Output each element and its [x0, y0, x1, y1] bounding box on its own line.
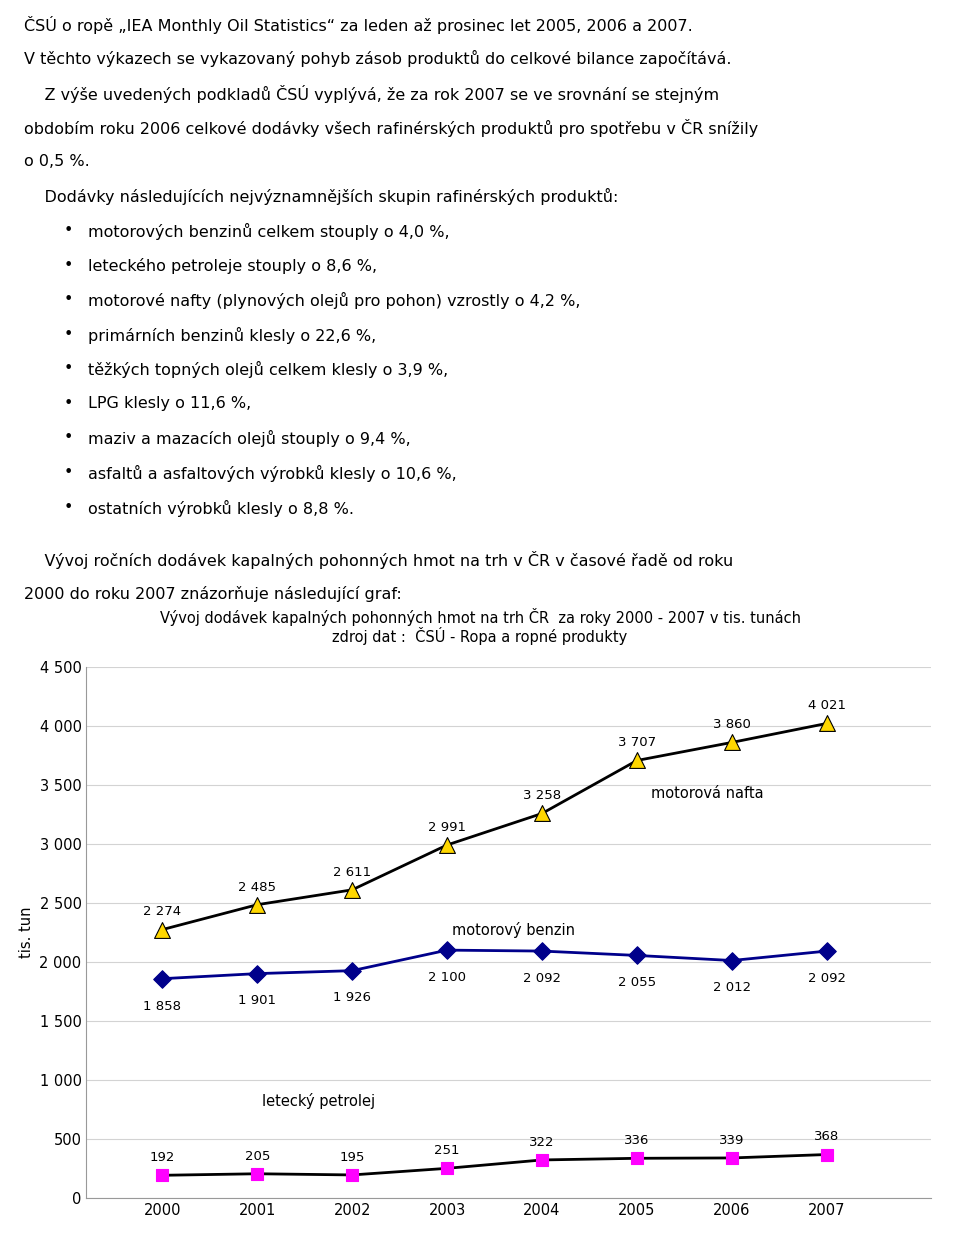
- Text: 2 092: 2 092: [523, 972, 561, 984]
- Point: [440, 835, 455, 855]
- Text: 2000 do roku 2007 znázorňuje následující graf:: 2000 do roku 2007 znázorňuje následující…: [24, 585, 401, 601]
- Point: [535, 941, 550, 961]
- Y-axis label: tis. tun: tis. tun: [19, 906, 34, 958]
- Text: letecký petrolej: letecký petrolej: [262, 1093, 375, 1109]
- Text: 2 092: 2 092: [807, 972, 846, 984]
- Text: asfaltů a asfaltových výrobků klesly o 10,6 %,: asfaltů a asfaltových výrobků klesly o 1…: [88, 464, 457, 482]
- Point: [345, 961, 360, 981]
- Text: zdroj dat :  ČSÚ - Ropa a ropné produkty: zdroj dat : ČSÚ - Ropa a ropné produkty: [332, 626, 628, 645]
- Point: [629, 1149, 644, 1168]
- Point: [250, 963, 265, 983]
- Text: ostatních výrobků klesly o 8,8 %.: ostatních výrobků klesly o 8,8 %.: [88, 499, 354, 516]
- Text: 3 707: 3 707: [618, 736, 656, 750]
- Point: [155, 1166, 170, 1186]
- Text: leteckého petroleje stouply o 8,6 %,: leteckého petroleje stouply o 8,6 %,: [88, 258, 377, 273]
- Text: 2 012: 2 012: [713, 982, 751, 994]
- Text: 2 991: 2 991: [428, 821, 467, 834]
- Text: 4 021: 4 021: [807, 699, 846, 713]
- Point: [250, 1163, 265, 1183]
- Text: •: •: [63, 361, 73, 377]
- Text: 322: 322: [529, 1136, 555, 1149]
- Text: 339: 339: [719, 1134, 745, 1147]
- Text: maziv a mazacích olejů stouply o 9,4 %,: maziv a mazacích olejů stouply o 9,4 %,: [88, 430, 411, 447]
- Text: o 0,5 %.: o 0,5 %.: [24, 154, 89, 169]
- Point: [819, 1145, 834, 1165]
- Point: [724, 1149, 739, 1168]
- Text: Dodávky následujících nejvýznamnějších skupin rafinérských produktů:: Dodávky následujících nejvýznamnějších s…: [24, 189, 618, 205]
- Text: motorové nafty (plynových olejů pro pohon) vzrostly o 4,2 %,: motorové nafty (plynových olejů pro poho…: [88, 293, 581, 309]
- Text: motorová nafta: motorová nafta: [651, 785, 764, 800]
- Text: 251: 251: [434, 1144, 460, 1157]
- Text: •: •: [63, 430, 73, 446]
- Text: 1 858: 1 858: [143, 999, 181, 1013]
- Text: •: •: [63, 224, 73, 238]
- Point: [155, 920, 170, 940]
- Text: V těchto výkazech se vykazovaný pohyb zásob produktů do celkové bilance započítá: V těchto výkazech se vykazovaný pohyb zá…: [24, 51, 732, 67]
- Point: [345, 881, 360, 900]
- Text: •: •: [63, 499, 73, 515]
- Text: •: •: [63, 326, 73, 342]
- Text: 2 100: 2 100: [428, 971, 467, 984]
- Text: obdobím roku 2006 celkové dodávky všech rafinérských produktů pro spotřebu v ČR : obdobím roku 2006 celkové dodávky všech …: [24, 120, 758, 137]
- Text: 2 274: 2 274: [143, 905, 181, 919]
- Text: •: •: [63, 293, 73, 308]
- Text: 195: 195: [340, 1151, 365, 1163]
- Point: [345, 1165, 360, 1184]
- Text: motorových benzinů celkem stouply o 4,0 %,: motorových benzinů celkem stouply o 4,0 …: [88, 224, 450, 240]
- Text: 2 611: 2 611: [333, 866, 372, 879]
- Text: motorový benzin: motorový benzin: [452, 923, 575, 939]
- Point: [535, 804, 550, 824]
- Point: [724, 732, 739, 752]
- Point: [819, 941, 834, 961]
- Text: •: •: [63, 395, 73, 411]
- Text: 2 485: 2 485: [238, 881, 276, 894]
- Point: [724, 951, 739, 971]
- Text: Vývoj dodávek kapalných pohonných hmot na trh ČR  za roky 2000 - 2007 v tis. tun: Vývoj dodávek kapalných pohonných hmot n…: [159, 608, 801, 626]
- Point: [629, 751, 644, 771]
- Text: 368: 368: [814, 1130, 839, 1144]
- Point: [440, 1158, 455, 1178]
- Text: Z výše uvedených podkladů ČSÚ vyplývá, že za rok 2007 se ve srovnání se stejným: Z výše uvedených podkladů ČSÚ vyplývá, ž…: [24, 85, 719, 103]
- Text: těžkých topných olejů celkem klesly o 3,9 %,: těžkých topných olejů celkem klesly o 3,…: [88, 361, 448, 378]
- Text: 1 901: 1 901: [238, 994, 276, 1008]
- Point: [819, 714, 834, 734]
- Text: •: •: [63, 464, 73, 480]
- Text: 336: 336: [624, 1134, 650, 1147]
- Text: 3 258: 3 258: [523, 789, 561, 803]
- Point: [155, 968, 170, 988]
- Text: 1 926: 1 926: [333, 992, 372, 1004]
- Text: 205: 205: [245, 1150, 270, 1162]
- Text: ČSÚ o ropě „IEA Monthly Oil Statistics“ za leden až prosinec let 2005, 2006 a 20: ČSÚ o ropě „IEA Monthly Oil Statistics“ …: [24, 16, 692, 33]
- Point: [629, 946, 644, 966]
- Text: primárních benzinů klesly o 22,6 %,: primárních benzinů klesly o 22,6 %,: [88, 326, 376, 343]
- Point: [535, 1150, 550, 1170]
- Text: 2 055: 2 055: [618, 977, 656, 989]
- Text: •: •: [63, 258, 73, 273]
- Text: LPG klesly o 11,6 %,: LPG klesly o 11,6 %,: [88, 395, 252, 411]
- Text: 192: 192: [150, 1151, 175, 1165]
- Text: 3 860: 3 860: [713, 719, 751, 731]
- Text: Vývoj ročních dodávek kapalných pohonných hmot na trh v ČR v časové řadě od roku: Vývoj ročních dodávek kapalných pohonnýc…: [24, 551, 733, 569]
- Point: [250, 895, 265, 915]
- Point: [440, 940, 455, 960]
